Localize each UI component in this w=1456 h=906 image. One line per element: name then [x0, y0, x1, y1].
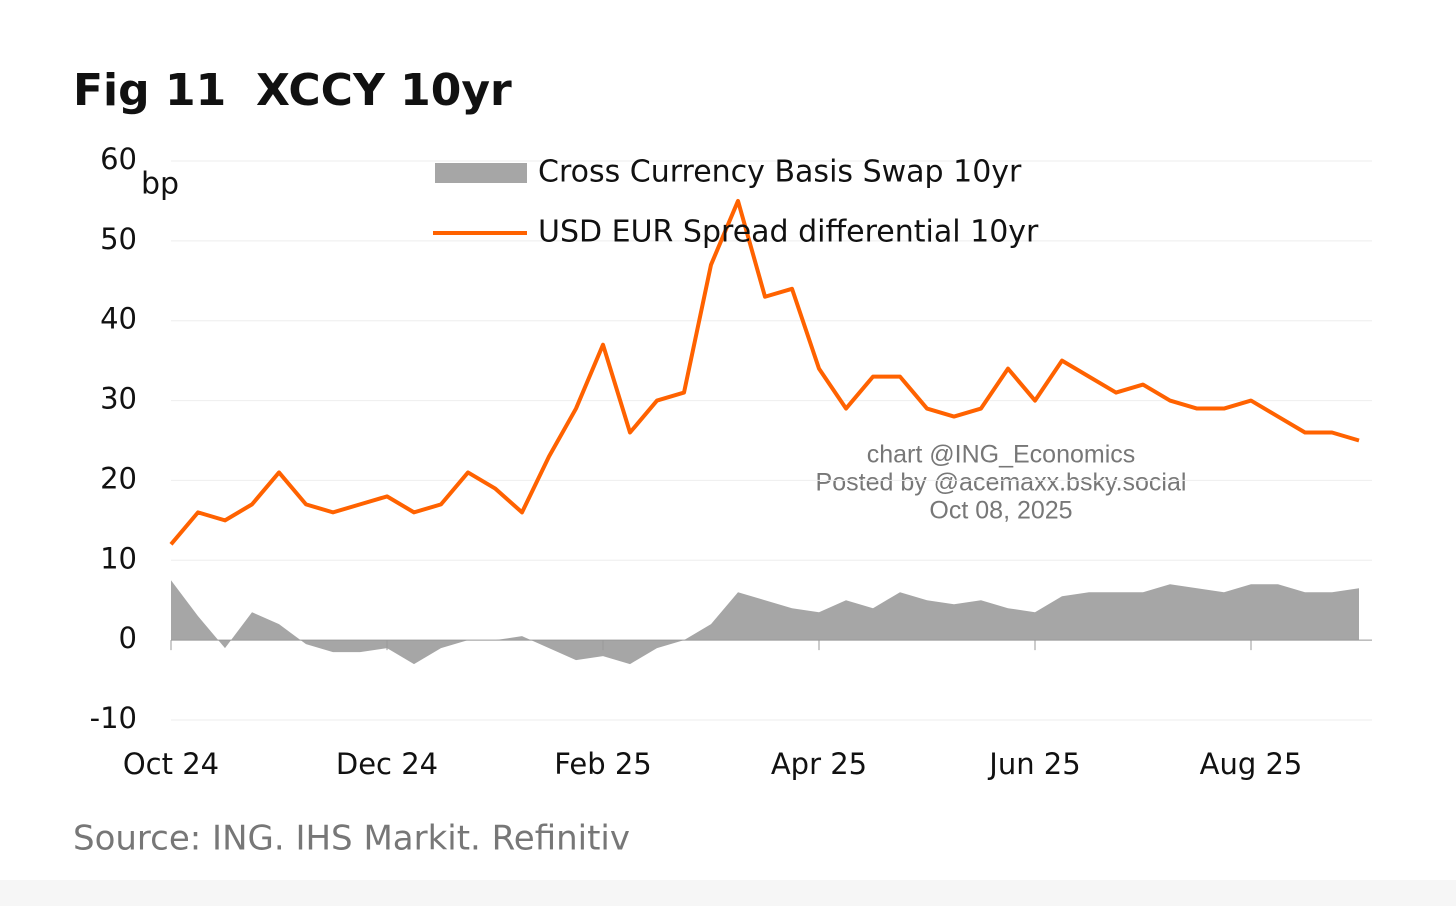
x-tick-label: Aug 25 [1200, 747, 1303, 781]
y-tick-label: 60 [100, 142, 137, 176]
x-tick-label: Oct 24 [123, 747, 219, 781]
area [171, 580, 1359, 665]
legend-label: Cross Currency Basis Swap 10yr [538, 155, 1022, 190]
line [169, 198, 1360, 546]
x-tick-label: Dec 24 [336, 747, 438, 781]
y-tick-label: 10 [100, 541, 137, 575]
watermark: Posted by @acemaxx.bsky.social [816, 469, 1187, 497]
figure-label: Fig 11 [73, 65, 226, 116]
legend-swatch [435, 163, 527, 183]
watermark: chart @ING_Economics [867, 441, 1136, 469]
y-tick-label: 30 [100, 382, 137, 416]
watermark: Oct 08, 2025 [929, 497, 1072, 525]
y-tick-label: 20 [100, 461, 137, 495]
x-tick-label: Feb 25 [554, 747, 651, 781]
y-unit: bp [141, 167, 179, 202]
legend-label: USD EUR Spread differential 10yr [538, 215, 1039, 250]
y-tick-label: 40 [100, 302, 137, 336]
y-tick-label: 50 [100, 222, 137, 256]
chart-title: XCCY 10yr [256, 65, 512, 116]
x-tick-label: Apr 25 [771, 747, 867, 781]
footer-band [0, 880, 1456, 906]
y-tick-label: 0 [119, 621, 137, 655]
y-tick-label: -10 [90, 701, 137, 735]
source: Source: ING. IHS Markit. Refinitiv [73, 819, 630, 859]
x-tick-label: Jun 25 [987, 747, 1080, 781]
